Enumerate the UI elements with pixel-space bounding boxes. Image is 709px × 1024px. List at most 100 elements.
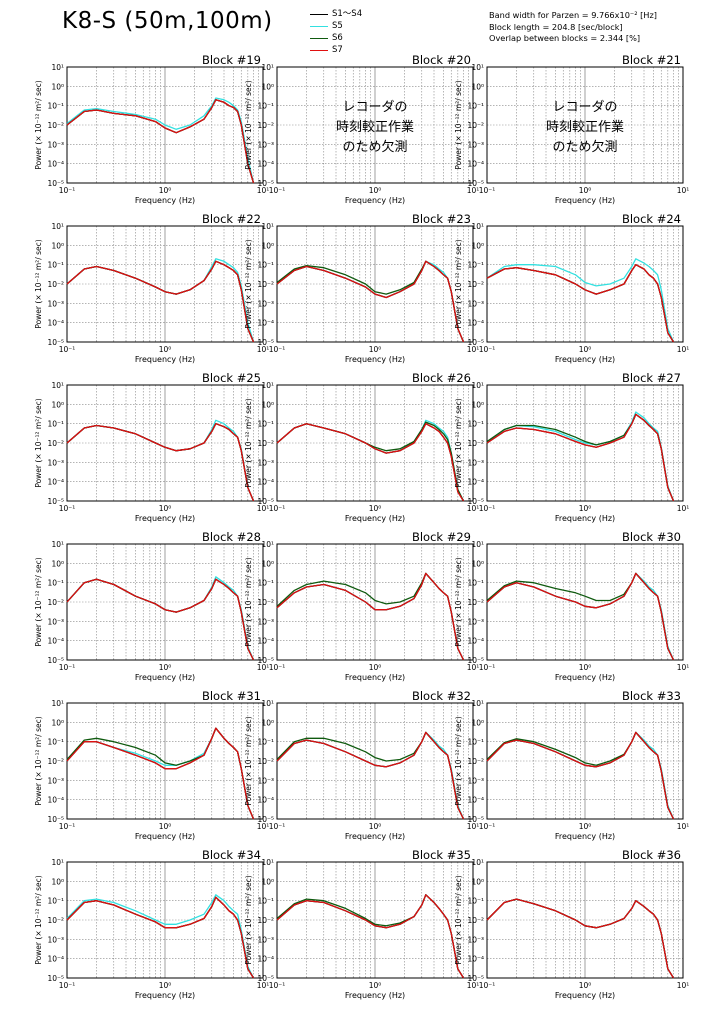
y-tick-label: 10⁻⁵	[467, 656, 484, 665]
y-tick-label: 10¹	[261, 222, 274, 231]
x-tick-label: 10⁻¹	[479, 663, 496, 672]
y-tick-label: 10⁰	[471, 241, 484, 250]
x-tick-label: 10⁻¹	[269, 186, 286, 195]
y-tick-label: 10⁻¹	[467, 102, 484, 111]
panel-title: Block #34	[202, 848, 261, 862]
x-tick-label: 10¹	[467, 663, 480, 672]
x-axis-label: Frequency (Hz)	[135, 832, 195, 841]
series-line-s7	[66, 260, 255, 343]
x-tick-label: 10¹	[257, 822, 270, 831]
x-tick-label: 10¹	[677, 504, 690, 513]
y-tick-label: 10⁻²	[257, 916, 274, 925]
y-tick-label: 10⁻¹	[467, 897, 484, 906]
x-tick-label: 10⁰	[579, 663, 592, 672]
y-tick-label: 10⁻⁴	[47, 160, 64, 169]
y-tick-label: 10⁻¹	[47, 897, 64, 906]
x-tick-label: 10⁰	[369, 504, 382, 513]
y-tick-label: 10⁻⁴	[257, 160, 274, 169]
y-tick-label: 10¹	[261, 63, 274, 72]
y-tick-label: 10⁻¹	[257, 420, 274, 429]
panel-title: Block #29	[412, 530, 471, 544]
grid	[277, 544, 473, 660]
series-line-s7	[276, 423, 465, 502]
series-line-s7	[276, 260, 465, 343]
legend-swatch	[310, 38, 328, 39]
x-axis-label: Frequency (Hz)	[345, 196, 405, 205]
y-tick-label: 10⁻³	[47, 140, 64, 149]
grid	[277, 67, 473, 183]
y-tick-label: 10⁻¹	[467, 420, 484, 429]
page-title: K8-S (50m,100m)	[62, 8, 273, 34]
legend-swatch	[310, 14, 328, 15]
y-tick-label: 10⁻¹	[47, 579, 64, 588]
x-axis-label: Frequency (Hz)	[345, 991, 405, 1000]
y-tick-label: 10⁰	[261, 718, 274, 727]
y-tick-label: 10⁻³	[467, 776, 484, 785]
x-tick-label: 10¹	[467, 186, 480, 195]
x-tick-label: 10⁻¹	[479, 822, 496, 831]
panel-title: Block #35	[412, 848, 471, 862]
x-axis-label: Frequency (Hz)	[555, 832, 615, 841]
y-tick-label: 10⁻⁴	[467, 319, 484, 328]
panel-title: Block #31	[202, 689, 261, 703]
y-axis-label: Power (× 10⁻¹² m²/ sec)	[34, 875, 43, 964]
y-tick-label: 10⁻⁴	[467, 478, 484, 487]
y-tick-label: 10¹	[471, 540, 484, 549]
series-line-s7	[486, 413, 675, 502]
y-tick-label: 10⁻³	[257, 935, 274, 944]
y-axis-label: Power (× 10⁻¹² m²/ sec)	[454, 875, 463, 964]
x-tick-label: 10⁻¹	[479, 186, 496, 195]
legend: S1～S4 S5 S6 S7	[310, 8, 430, 56]
legend-swatch	[310, 26, 328, 27]
param-overlap: Overlap between blocks = 2.344 [%]	[489, 33, 641, 43]
y-tick-label: 10⁻⁵	[47, 338, 64, 347]
y-axis-label: Power (× 10⁻¹² m²/ sec)	[34, 80, 43, 169]
y-tick-label: 10¹	[261, 540, 274, 549]
y-axis-label: Power (× 10⁻¹² m²/ sec)	[244, 716, 253, 805]
y-tick-label: 10⁻²	[467, 280, 484, 289]
y-tick-label: 10¹	[471, 381, 484, 390]
x-tick-label: 10⁻¹	[59, 981, 76, 990]
y-axis-label: Power (× 10⁻¹² m²/ sec)	[34, 557, 43, 646]
panel-title: Block #28	[202, 530, 261, 544]
missing-data-note: レコーダの	[552, 100, 617, 115]
y-tick-label: 10⁻⁴	[467, 160, 484, 169]
y-tick-label: 10¹	[51, 222, 64, 231]
y-axis-label: Power (× 10⁻¹² m²/ sec)	[454, 398, 463, 487]
series-line-s5	[486, 258, 675, 343]
y-tick-label: 10⁰	[51, 877, 64, 886]
y-tick-label: 10⁻⁵	[47, 815, 64, 824]
y-axis-label: Power (× 10⁻¹² m²/ sec)	[454, 80, 463, 169]
legend-item-s1-s4: S1～S4	[310, 8, 430, 20]
y-tick-label: 10⁻⁴	[467, 796, 484, 805]
y-tick-label: 10⁰	[471, 718, 484, 727]
y-tick-label: 10⁰	[471, 82, 484, 91]
y-tick-label: 10⁻³	[467, 935, 484, 944]
y-axis-label: Power (× 10⁻¹² m²/ sec)	[34, 398, 43, 487]
x-tick-label: 10¹	[467, 822, 480, 831]
x-tick-label: 10¹	[677, 981, 690, 990]
y-tick-label: 10⁰	[471, 559, 484, 568]
grid	[277, 862, 473, 978]
panel-title: Block #27	[622, 371, 681, 385]
y-tick-label: 10⁻²	[47, 598, 64, 607]
legend-label: S5	[332, 21, 343, 31]
y-tick-label: 10¹	[471, 63, 484, 72]
x-axis-label: Frequency (Hz)	[345, 355, 405, 364]
series-line-s7	[486, 572, 675, 661]
x-tick-label: 10¹	[677, 822, 690, 831]
param-block-length: Block length = 204.8 [sec/block]	[489, 21, 623, 32]
y-tick-label: 10⁻¹	[257, 897, 274, 906]
y-tick-label: 10⁻²	[47, 757, 64, 766]
x-tick-label: 10¹	[677, 186, 690, 195]
y-tick-label: 10⁻³	[467, 140, 484, 149]
y-tick-label: 10⁻¹	[257, 102, 274, 111]
x-tick-label: 10⁰	[369, 186, 382, 195]
